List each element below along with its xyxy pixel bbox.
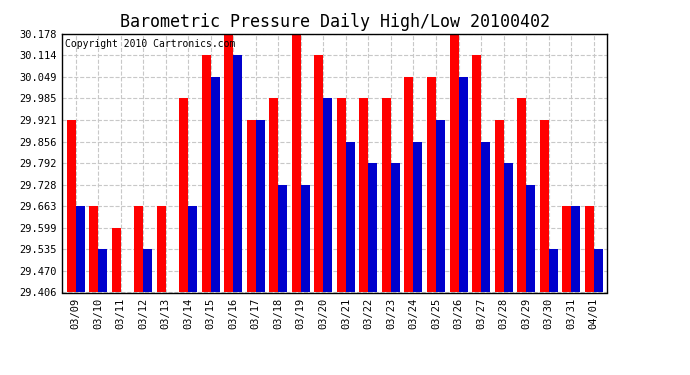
Bar xyxy=(459,77,468,292)
Bar xyxy=(449,34,459,292)
Bar xyxy=(247,120,256,292)
Bar xyxy=(269,98,278,292)
Bar xyxy=(112,228,121,292)
Bar xyxy=(89,206,98,292)
Bar xyxy=(292,34,301,292)
Bar xyxy=(98,249,107,292)
Text: Copyright 2010 Cartronics.com: Copyright 2010 Cartronics.com xyxy=(65,39,235,49)
Bar xyxy=(337,98,346,292)
Bar xyxy=(233,55,242,292)
Title: Barometric Pressure Daily High/Low 20100402: Barometric Pressure Daily High/Low 20100… xyxy=(119,13,550,31)
Bar xyxy=(481,142,490,292)
Bar xyxy=(368,163,377,292)
Bar xyxy=(256,120,265,292)
Bar xyxy=(157,206,166,292)
Bar xyxy=(188,206,197,292)
Bar xyxy=(413,142,422,292)
Bar xyxy=(391,163,400,292)
Bar xyxy=(504,163,513,292)
Bar xyxy=(427,77,436,292)
Bar xyxy=(526,184,535,292)
Bar xyxy=(76,206,85,292)
Bar xyxy=(134,206,144,292)
Bar xyxy=(315,55,324,292)
Bar xyxy=(359,98,368,292)
Bar xyxy=(224,34,233,292)
Bar xyxy=(472,55,481,292)
Bar xyxy=(562,206,571,292)
Bar xyxy=(179,98,188,292)
Bar xyxy=(382,98,391,292)
Bar xyxy=(210,77,220,292)
Bar xyxy=(593,249,602,292)
Bar xyxy=(517,98,526,292)
Bar xyxy=(144,249,152,292)
Bar xyxy=(436,120,445,292)
Bar xyxy=(324,98,333,292)
Bar xyxy=(495,120,504,292)
Bar xyxy=(301,184,310,292)
Bar xyxy=(549,249,558,292)
Bar xyxy=(346,142,355,292)
Bar xyxy=(571,206,580,292)
Bar xyxy=(67,120,76,292)
Bar xyxy=(540,120,549,292)
Bar xyxy=(584,206,593,292)
Bar xyxy=(201,55,210,292)
Bar xyxy=(278,184,287,292)
Bar xyxy=(404,77,413,292)
